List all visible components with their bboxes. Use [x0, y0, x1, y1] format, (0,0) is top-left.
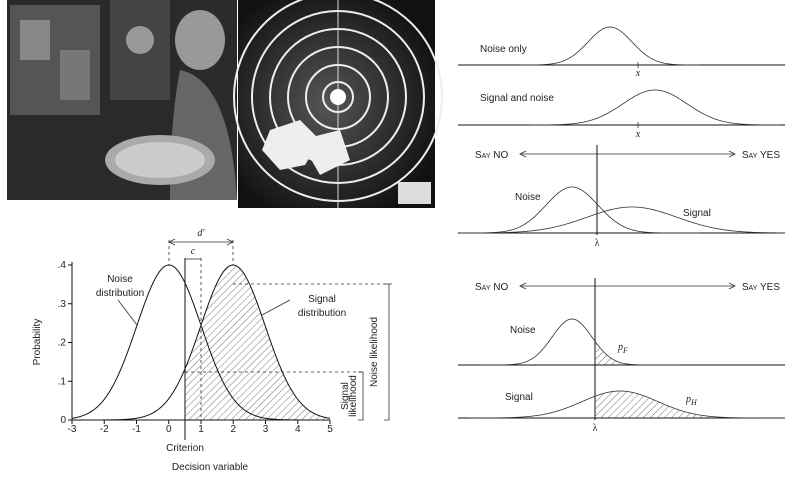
mean: x — [635, 68, 641, 79]
say-no: Say NO — [475, 150, 508, 161]
noise-likelihood: Noise likelihood — [369, 317, 380, 387]
hatch-area — [595, 341, 660, 365]
signal: Signal — [505, 392, 533, 403]
row-label: Signal and noise — [480, 93, 554, 104]
x-label: Decision variable — [172, 462, 249, 473]
arrow-head — [519, 282, 527, 290]
arrow-head — [728, 150, 736, 158]
subscript: F — [622, 346, 628, 355]
symbol: p — [685, 394, 691, 405]
signal-curve — [460, 206, 786, 234]
p-f: pF — [617, 342, 628, 355]
y-label: Probability — [32, 319, 43, 366]
x-tick-label: 0 — [166, 424, 172, 435]
middle-right: Say NO Say YES Noise Signal λ — [475, 150, 780, 249]
signal-label: distribution — [298, 308, 346, 319]
row-label: Noise only — [480, 44, 527, 55]
hatch-area — [595, 391, 760, 418]
c-label: c — [191, 246, 196, 257]
photo-radar — [233, 0, 443, 208]
x-tick-label: 3 — [263, 424, 269, 435]
noise: Noise — [510, 325, 536, 336]
arrow-head — [519, 150, 527, 158]
x-tick-label: 5 — [327, 424, 333, 435]
y-tick-label: .1 — [58, 376, 67, 387]
x-tick-label: -2 — [100, 424, 109, 435]
x-tick-label: -3 — [68, 424, 77, 435]
y-tick-label: .3 — [58, 299, 67, 310]
noise: Noise — [515, 192, 541, 203]
mean: x — [635, 129, 641, 140]
pointer — [117, 299, 138, 326]
bracket — [358, 371, 364, 421]
say-yes: Say YES — [742, 282, 780, 293]
x-tick-label: -1 — [132, 424, 141, 435]
y-tick-label: .4 — [58, 260, 67, 271]
signal-label: Signal — [308, 294, 336, 305]
pointer — [261, 299, 291, 316]
signal-likelihood: likelihood — [348, 375, 359, 417]
top-right: Noise only x Signal and noise x — [480, 44, 641, 140]
noise-curve — [459, 186, 700, 234]
bracket — [384, 283, 390, 421]
noise-label: Noise — [107, 274, 133, 285]
criterion: λ — [595, 238, 600, 249]
symbol: p — [617, 342, 623, 353]
noise-curve — [480, 318, 680, 366]
signal-likelihood: Signal — [340, 382, 351, 410]
hatch-area — [185, 265, 330, 420]
criterion: Criterion — [166, 443, 204, 454]
say-yes: Say YES — [742, 150, 780, 161]
d-prime: d' — [197, 228, 205, 239]
arrow-head — [728, 282, 736, 290]
noise-curve — [520, 26, 700, 66]
y-tick-label: 0 — [60, 415, 66, 426]
noise-label: distribution — [96, 288, 144, 299]
signal: Signal — [683, 208, 711, 219]
say-no: Say NO — [475, 282, 508, 293]
p-h: pH — [685, 394, 698, 407]
x-tick-label: 4 — [295, 424, 301, 435]
photo-operator — [7, 0, 237, 200]
x-tick-label: 2 — [230, 424, 236, 435]
bottom-right: Say NO Say YES Noise Signal pF pH λ — [475, 282, 780, 434]
signal-curve — [530, 89, 780, 126]
signal-curve — [470, 390, 785, 419]
subscript: H — [690, 398, 698, 407]
arrow-head — [226, 238, 234, 246]
x-tick-label: 1 — [198, 424, 204, 435]
y-tick-label: .2 — [58, 338, 67, 349]
criterion: λ — [593, 423, 598, 434]
arrow-head — [168, 238, 176, 246]
left-figure: d' c Noise distribution Signal distribut… — [32, 228, 380, 473]
